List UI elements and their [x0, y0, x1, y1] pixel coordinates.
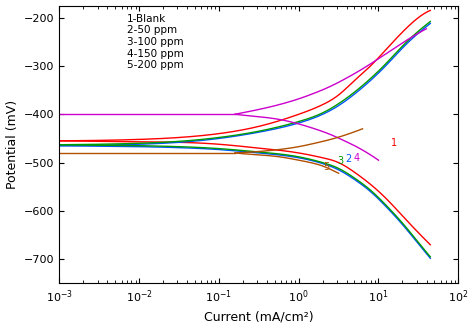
Text: 4: 4 — [353, 153, 359, 163]
Text: 3: 3 — [337, 156, 343, 166]
Y-axis label: Potential (mV): Potential (mV) — [6, 100, 18, 189]
X-axis label: Current (mA/cm²): Current (mA/cm²) — [204, 311, 314, 323]
Text: 5: 5 — [324, 163, 330, 172]
Text: 1-Blank
2-50 ppm
3-100 ppm
4-150 ppm
5-200 ppm: 1-Blank 2-50 ppm 3-100 ppm 4-150 ppm 5-2… — [127, 14, 184, 70]
Text: 2: 2 — [345, 154, 351, 164]
Text: 1: 1 — [392, 138, 398, 148]
